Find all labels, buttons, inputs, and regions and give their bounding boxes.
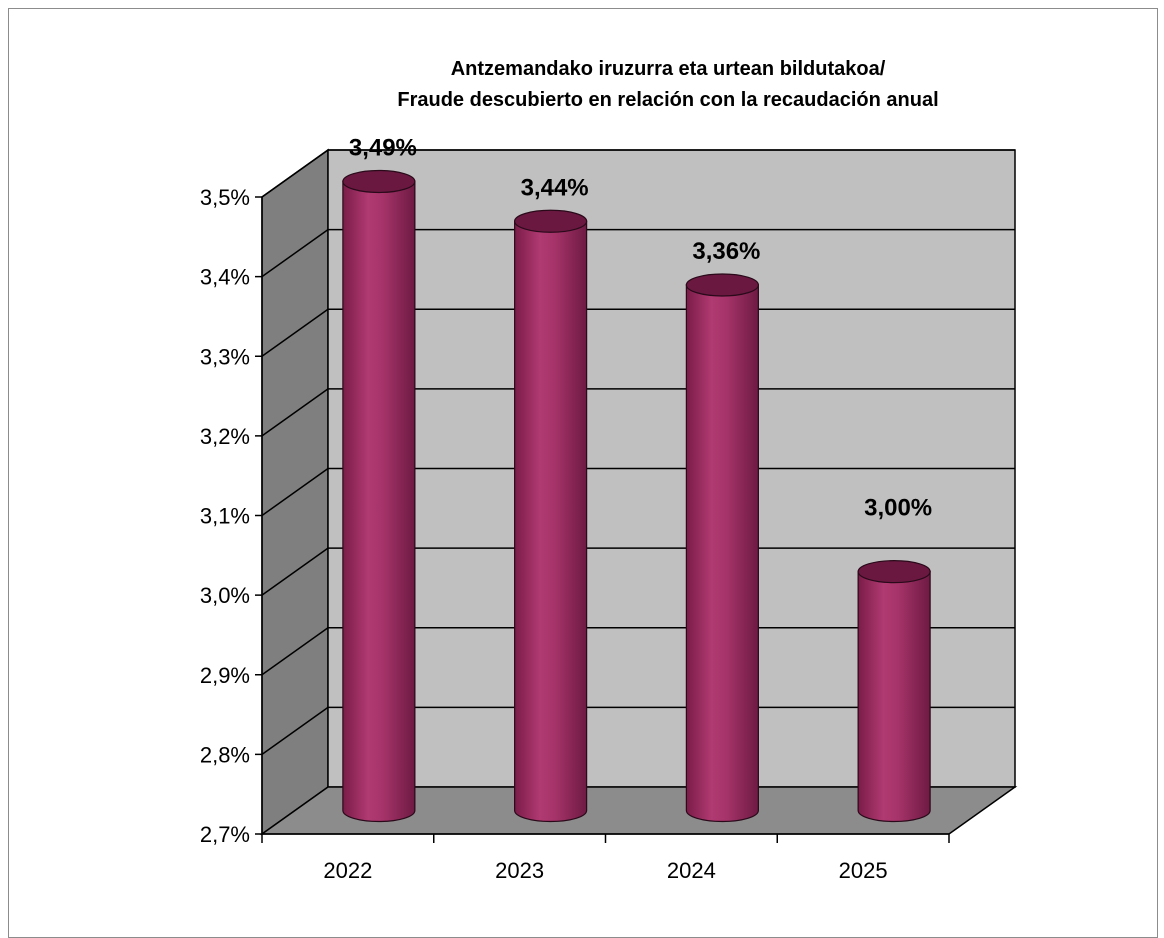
y-tick-label: 3,0% [200,583,250,608]
bar-body [343,181,415,821]
chart-title-line-2: Fraude descubierto en relación con la re… [397,89,938,111]
bar-body [515,221,587,821]
x-tick-label: 2024 [667,858,716,883]
bar-top [686,274,758,296]
bar-top [858,561,930,583]
data-label: 3,00% [864,495,932,522]
y-tick-label: 3,1% [200,504,250,529]
y-tick-label: 2,9% [200,663,250,688]
x-axis: 2022 2023 2024 2025 [262,834,949,883]
x-tick-label: 2025 [839,858,888,883]
y-tick-label: 3,5% [200,185,250,210]
y-tick-label: 3,2% [200,424,250,449]
bar-top [515,210,587,232]
bar-body [686,285,758,822]
bar-2023 [515,210,587,821]
bar-2025 [858,561,930,822]
bar-2024 [686,274,758,822]
data-label: 3,44% [521,174,589,201]
chart-title: Antzemandako iruzurra eta urtean bilduta… [397,58,938,111]
data-label: 3,49% [349,134,417,161]
chart-title-line-1: Antzemandako iruzurra eta urtean bilduta… [451,58,886,80]
bar-top [343,170,415,192]
y-tick-label: 3,4% [200,265,250,290]
y-axis: 2,7% 2,8% 2,9% 3,0% 3,1% 3,2% 3,3% 3,4% 3,5% [200,185,262,847]
bar-2022 [343,170,415,821]
y-tick-label: 2,7% [200,822,250,847]
data-label: 3,36% [692,238,760,265]
x-tick-label: 2023 [495,858,544,883]
y-tick-label: 2,8% [200,742,250,767]
bar-body [858,572,930,822]
x-tick-label: 2022 [323,858,372,883]
y-tick-label: 3,3% [200,344,250,369]
